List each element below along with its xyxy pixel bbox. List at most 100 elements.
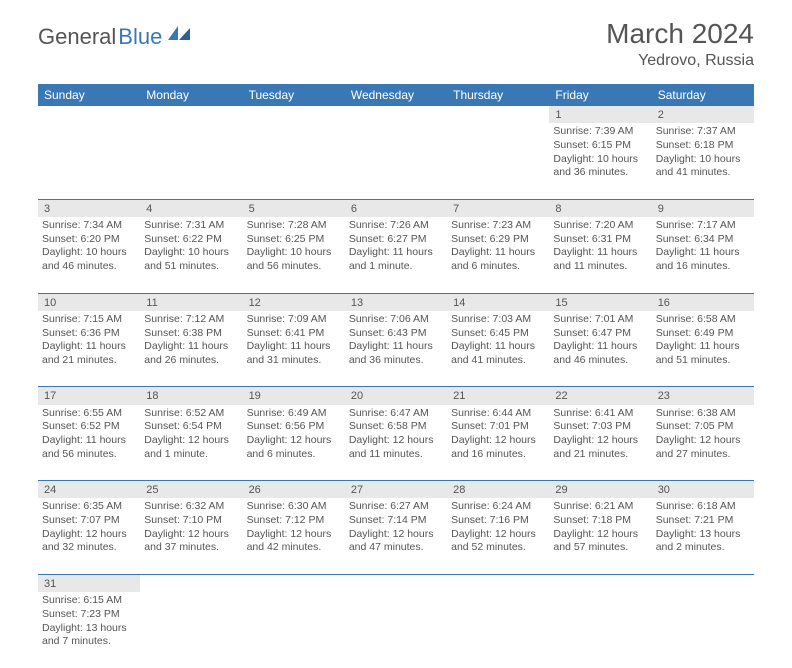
daylight2-text: and 27 minutes.: [656, 448, 750, 462]
day-number: [447, 106, 549, 123]
day-cell: Sunrise: 6:30 AMSunset: 7:12 PMDaylight:…: [243, 498, 345, 574]
daylight1-text: Daylight: 13 hours: [42, 622, 136, 636]
day-number: 11: [140, 293, 242, 311]
day-number: 10: [38, 293, 140, 311]
daylight1-text: Daylight: 10 hours: [247, 246, 341, 260]
sunrise-text: Sunrise: 6:49 AM: [247, 407, 341, 421]
day-cell: Sunrise: 6:38 AMSunset: 7:05 PMDaylight:…: [652, 405, 754, 481]
daylight2-text: and 46 minutes.: [42, 260, 136, 274]
daylight2-text: and 1 minute.: [144, 448, 238, 462]
daylight2-text: and 51 minutes.: [144, 260, 238, 274]
day-number: 8: [549, 199, 651, 217]
sunrise-text: Sunrise: 7:34 AM: [42, 219, 136, 233]
week-row: Sunrise: 7:34 AMSunset: 6:20 PM Daylight:…: [38, 217, 754, 293]
day-number: 4: [140, 199, 242, 217]
daylight1-text: Daylight: 11 hours: [42, 340, 136, 354]
daylight1-text: Daylight: 12 hours: [42, 528, 136, 542]
daylight2-text: and 6 minutes.: [247, 448, 341, 462]
week-row: Sunrise: 6:35 AMSunset: 7:07 PMDaylight:…: [38, 498, 754, 574]
sunset-text: Sunset: 6:43 PM: [349, 327, 443, 341]
weekday-header: Monday: [140, 84, 242, 106]
daylight1-text: Daylight: 12 hours: [144, 434, 238, 448]
day-cell: Sunrise: 6:55 AMSunset: 6:52 PMDaylight:…: [38, 405, 140, 481]
day-number: 21: [447, 387, 549, 405]
sunrise-text: Sunrise: 6:41 AM: [553, 407, 647, 421]
sunrise-text: Sunrise: 7:03 AM: [451, 313, 545, 327]
day-number: 28: [447, 481, 549, 499]
sunset-text: Sunset: 6:27 PM: [349, 233, 443, 247]
daylight2-text: and 36 minutes.: [553, 166, 647, 180]
day-number: 5: [243, 199, 345, 217]
day-number: 12: [243, 293, 345, 311]
day-number: [345, 574, 447, 592]
day-cell: Sunrise: 6:32 AMSunset: 7:10 PMDaylight:…: [140, 498, 242, 574]
day-number: 29: [549, 481, 651, 499]
day-cell: Sunrise: 6:52 AMSunset: 6:54 PMDaylight:…: [140, 405, 242, 481]
daynum-row: 12: [38, 106, 754, 123]
sunrise-text: Sunrise: 6:27 AM: [349, 500, 443, 514]
header: General Blue March 2024 Yedrovo, Russia: [0, 0, 792, 78]
day-cell: Sunrise: 7:37 AMSunset: 6:18 PMDaylight:…: [652, 123, 754, 199]
daylight1-text: Daylight: 11 hours: [451, 340, 545, 354]
logo-text-blue: Blue: [118, 24, 162, 50]
day-number: 22: [549, 387, 651, 405]
day-cell: Sunrise: 7:12 AMSunset: 6:38 PMDaylight:…: [140, 311, 242, 387]
daylight1-text: Daylight: 12 hours: [656, 434, 750, 448]
day-cell: Sunrise: 7:06 AMSunset: 6:43 PMDaylight:…: [345, 311, 447, 387]
sunrise-text: Sunrise: 6:55 AM: [42, 407, 136, 421]
daylight1-text: Daylight: 12 hours: [553, 528, 647, 542]
daylight2-text: and 11 minutes.: [553, 260, 647, 274]
sunset-text: Sunset: 7:12 PM: [247, 514, 341, 528]
daylight1-text: Daylight: 12 hours: [247, 528, 341, 542]
day-cell: Sunrise: 6:58 AMSunset: 6:49 PMDaylight:…: [652, 311, 754, 387]
day-cell: Sunrise: 6:18 AMSunset: 7:21 PMDaylight:…: [652, 498, 754, 574]
daylight2-text: and 46 minutes.: [553, 354, 647, 368]
sunrise-text: Sunrise: 7:20 AM: [553, 219, 647, 233]
sunrise-text: Sunrise: 6:15 AM: [42, 594, 136, 608]
day-number: 31: [38, 574, 140, 592]
daynum-row: 31: [38, 574, 754, 592]
day-number: [652, 574, 754, 592]
day-cell: [38, 123, 140, 199]
day-number: [243, 106, 345, 123]
day-cell: Sunrise: 6:35 AMSunset: 7:07 PMDaylight:…: [38, 498, 140, 574]
day-number: 3: [38, 199, 140, 217]
daylight1-text: Daylight: 12 hours: [553, 434, 647, 448]
day-cell: Sunrise: 6:47 AMSunset: 6:58 PMDaylight:…: [345, 405, 447, 481]
sunset-text: Sunset: 7:07 PM: [42, 514, 136, 528]
daylight2-text: and 42 minutes.: [247, 541, 341, 555]
location: Yedrovo, Russia: [606, 52, 754, 70]
day-number: [38, 106, 140, 123]
title-block: March 2024 Yedrovo, Russia: [606, 18, 754, 70]
sunset-text: Sunset: 6:52 PM: [42, 420, 136, 434]
sunrise-text: Sunrise: 7:15 AM: [42, 313, 136, 327]
sunrise-text: Sunrise: 7:01 AM: [553, 313, 647, 327]
daylight2-text: and 47 minutes.: [349, 541, 443, 555]
sunrise-text: Sunrise: 6:30 AM: [247, 500, 341, 514]
day-number: 25: [140, 481, 242, 499]
sunset-text: Sunset: 7:23 PM: [42, 608, 136, 622]
sunset-text: Sunset: 7:14 PM: [349, 514, 443, 528]
sunset-text: Sunset: 6:36 PM: [42, 327, 136, 341]
daylight1-text: Daylight: 12 hours: [349, 528, 443, 542]
daylight2-text: and 51 minutes.: [656, 354, 750, 368]
sail-icon: [168, 26, 190, 40]
day-cell: [652, 592, 754, 668]
day-number: [243, 574, 345, 592]
sunset-text: Sunset: 6:34 PM: [656, 233, 750, 247]
daylight2-text: and 2 minutes.: [656, 541, 750, 555]
weekday-header: Tuesday: [243, 84, 345, 106]
daylight1-text: Daylight: 12 hours: [247, 434, 341, 448]
weekday-header: Wednesday: [345, 84, 447, 106]
sunset-text: Sunset: 6:38 PM: [144, 327, 238, 341]
day-number: [345, 106, 447, 123]
sunset-text: Sunset: 6:15 PM: [553, 139, 647, 153]
daylight1-text: Daylight: 11 hours: [553, 246, 647, 260]
day-number: 18: [140, 387, 242, 405]
sunset-text: Sunset: 6:20 PM: [42, 233, 136, 247]
sunset-text: Sunset: 6:22 PM: [144, 233, 238, 247]
day-cell: Sunrise: 7:34 AMSunset: 6:20 PMDaylight:…: [38, 217, 140, 293]
sunrise-text: Sunrise: 7:09 AM: [247, 313, 341, 327]
day-cell: Sunrise: 6:27 AMSunset: 7:14 PMDaylight:…: [345, 498, 447, 574]
day-number: 15: [549, 293, 651, 311]
